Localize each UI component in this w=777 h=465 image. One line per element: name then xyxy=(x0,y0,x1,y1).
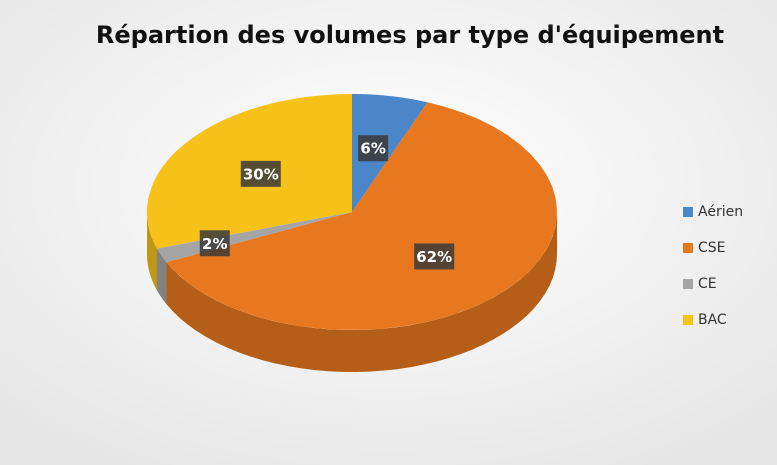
legend-swatch xyxy=(683,243,693,253)
chart-title: Répartion des volumes par type d'équipem… xyxy=(96,21,724,49)
data-label-box xyxy=(199,230,230,257)
data-label-box xyxy=(358,135,389,162)
data-label: 30% xyxy=(243,165,279,183)
legend: Aérien CSE CE BAC xyxy=(683,204,743,328)
data-label: 2% xyxy=(202,235,227,253)
slice xyxy=(352,94,428,212)
data-label: 6% xyxy=(360,140,385,158)
slice xyxy=(166,102,557,330)
legend-swatch xyxy=(683,207,693,217)
slice-side xyxy=(147,212,157,291)
legend-swatch xyxy=(683,279,693,289)
legend-label: Aérien xyxy=(698,204,743,220)
slice-side xyxy=(166,212,557,372)
slice-side xyxy=(157,248,167,305)
legend-swatch xyxy=(683,315,693,325)
pie: 6% 62% 2% 30% xyxy=(147,94,557,372)
legend-label: BAC xyxy=(698,312,727,328)
data-label-box xyxy=(240,160,281,187)
legend-label: CE xyxy=(698,276,717,292)
data-label: 62% xyxy=(416,248,452,266)
data-label-box xyxy=(414,243,455,270)
legend-label: CSE xyxy=(698,240,726,256)
